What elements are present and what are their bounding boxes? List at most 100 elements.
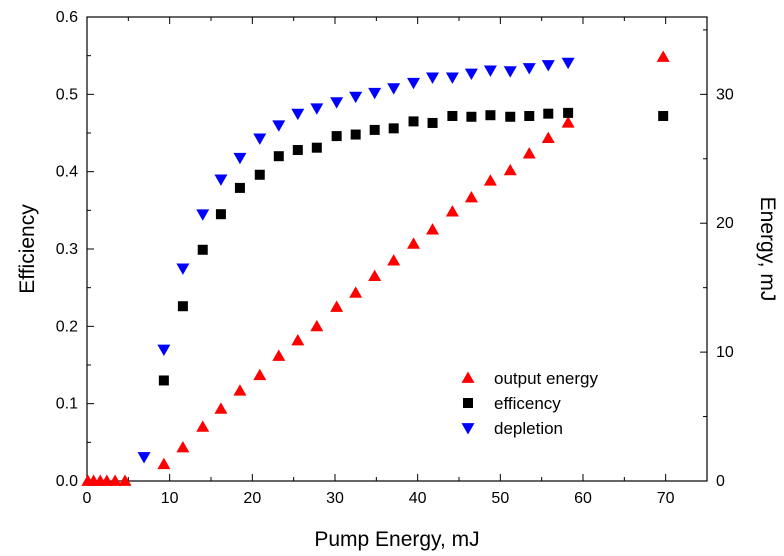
y-axis-ticks: 0.0 0.1 0.2 0.3 0.4 0.5 0.6: [56, 9, 94, 490]
data-point: [466, 111, 477, 122]
x-tick-label: 70: [657, 490, 675, 507]
data-point: [177, 301, 188, 312]
data-point: [445, 72, 459, 84]
data-point: [368, 269, 382, 281]
x-tick-label: 20: [243, 490, 261, 507]
series-output-energy: [81, 50, 670, 486]
data-point: [503, 66, 517, 78]
data-point: [522, 147, 536, 159]
x-tick-label: 50: [491, 490, 509, 507]
data-point: [197, 244, 208, 255]
legend-label: depletion: [494, 419, 563, 438]
data-point: [369, 124, 380, 135]
y2-tick-label: 0: [716, 473, 725, 490]
data-point: [350, 129, 361, 140]
data-marks: [81, 50, 670, 486]
legend: output energy efficency depletion: [461, 369, 598, 438]
data-point: [447, 110, 458, 121]
data-point: [196, 209, 210, 221]
data-point: [387, 83, 401, 95]
data-point: [503, 163, 517, 176]
x-tick-label: 30: [326, 490, 344, 507]
data-point: [427, 117, 438, 128]
data-point: [349, 286, 363, 298]
data-point: [272, 349, 286, 361]
data-point: [483, 65, 497, 77]
series-depletion: [137, 57, 575, 464]
data-point: [485, 110, 496, 121]
data-point: [543, 108, 554, 119]
x-tick-label: 60: [574, 490, 592, 507]
data-point: [176, 440, 190, 453]
data-point: [330, 300, 344, 312]
data-point: [561, 57, 575, 70]
data-point: [157, 457, 171, 470]
data-point: [157, 344, 171, 357]
data-point: [505, 111, 516, 122]
y-tick-label: 0.0: [56, 473, 78, 490]
data-point: [541, 131, 555, 144]
data-point: [541, 60, 555, 72]
data-point: [214, 174, 228, 186]
legend-label: efficency: [494, 394, 561, 413]
y-tick-label: 0.5: [56, 86, 78, 103]
data-point: [100, 474, 114, 486]
y-tick-label: 0.1: [56, 396, 78, 413]
data-point: [291, 108, 305, 121]
y2-axis-ticks: 0 10 20 30: [700, 29, 734, 490]
data-point: [407, 237, 421, 249]
data-point: [368, 87, 382, 100]
x-tick-label: 10: [161, 490, 179, 507]
y-tick-label: 0.6: [56, 9, 78, 26]
data-point: [215, 209, 226, 220]
legend-label: output energy: [494, 369, 598, 388]
data-point: [349, 91, 363, 104]
data-point: [388, 123, 399, 134]
data-point: [658, 110, 669, 121]
data-point: [273, 151, 284, 162]
y2-axis-title: Energy, mJ: [756, 197, 779, 302]
data-point: [561, 116, 575, 128]
y2-tick-label: 30: [716, 86, 734, 103]
x-tick-label: 0: [83, 490, 92, 507]
data-point: [108, 474, 122, 486]
data-point: [196, 420, 210, 432]
legend-marker: [461, 371, 475, 383]
data-point: [310, 103, 324, 115]
data-point: [407, 77, 421, 90]
y2-tick-label: 20: [716, 215, 734, 232]
series-efficency: [158, 107, 669, 386]
data-point: [464, 68, 478, 80]
data-point: [387, 254, 401, 266]
x-tick-label: 40: [409, 490, 427, 507]
data-point: [310, 319, 324, 332]
data-point: [483, 174, 497, 186]
data-point: [522, 63, 536, 75]
data-point: [233, 152, 247, 165]
data-point: [233, 384, 247, 396]
data-point: [408, 116, 419, 127]
data-point: [253, 133, 267, 145]
data-point: [158, 375, 169, 386]
y2-tick-label: 10: [716, 344, 734, 361]
y-axis-title: Efficiency: [16, 204, 39, 294]
x-axis-ticks: 0 10 20 30 40 50 60 70: [83, 17, 675, 507]
data-point: [234, 182, 245, 193]
data-point: [445, 205, 459, 217]
data-point: [137, 452, 151, 464]
data-point: [464, 190, 478, 203]
y-tick-label: 0.2: [56, 318, 78, 335]
data-point: [426, 223, 440, 235]
y-tick-label: 0.4: [56, 164, 78, 181]
data-point: [118, 474, 132, 486]
data-point: [311, 142, 322, 153]
data-point: [331, 131, 342, 142]
data-point: [176, 263, 190, 275]
data-point: [214, 402, 228, 414]
data-point: [524, 110, 535, 121]
data-point: [292, 145, 303, 156]
data-point: [426, 72, 440, 84]
data-point: [272, 120, 286, 132]
data-point: [291, 334, 305, 346]
